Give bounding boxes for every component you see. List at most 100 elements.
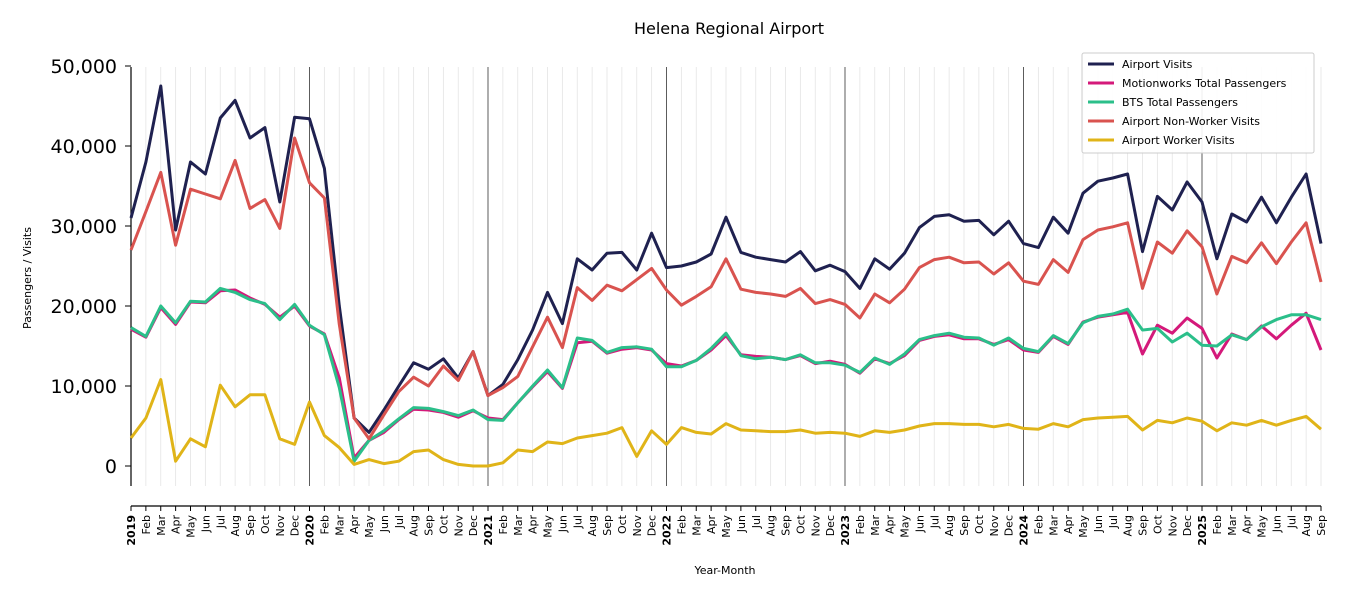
y-tick-label: 50,000 [51, 56, 117, 78]
x-tick-label: Jun [199, 515, 212, 533]
x-tick-label: Aug [1300, 515, 1313, 536]
x-tick-label: Mar [690, 515, 703, 536]
x-tick-label: Aug [229, 515, 242, 536]
x-tick-label: Oct [437, 514, 450, 534]
x-tick-label: Sep [1315, 515, 1328, 536]
x-tick-label: Sep [244, 515, 257, 536]
series-line-airport-visits [129, 84, 1323, 434]
x-tick-label: Sep [423, 515, 436, 536]
x-tick-label: Feb [1211, 515, 1224, 534]
gridlines [145, 67, 1322, 486]
x-tick-label: Mar [1226, 515, 1239, 536]
x-tick-label: Apr [1241, 515, 1254, 535]
series-line-bts-total-passengers [130, 286, 1322, 463]
series-lines [129, 84, 1323, 468]
x-tick-label: Nov [988, 515, 1001, 537]
y-axis-label: Passengers / Visits [21, 227, 34, 329]
x-tick-label: 2021 [482, 515, 495, 546]
x-tick-label: Dec [467, 515, 480, 536]
x-tick-label: Oct [973, 514, 986, 534]
x-tick-label: Mar [155, 515, 168, 536]
y-tick-label: 30,000 [51, 216, 117, 238]
x-tick-label: Mar [333, 515, 346, 536]
x-tick-label: Oct [259, 514, 272, 534]
x-tick-label: Jul [214, 515, 227, 529]
y-tick-label: 40,000 [51, 136, 117, 158]
x-tick-label: May [1077, 515, 1090, 538]
x-tick-label: Jun [735, 515, 748, 533]
series-line-airport-worker-visits [129, 378, 1322, 468]
x-tick-label: May [720, 515, 733, 538]
x-tick-label: Nov [809, 515, 822, 537]
x-tick-label: Jul [571, 515, 584, 529]
x-tick-label: Oct [616, 514, 629, 534]
x-tick-label: Oct [1151, 514, 1164, 534]
x-tick-label: 2022 [661, 515, 674, 546]
x-tick-label: Mar [1047, 515, 1060, 536]
x-tick-label: Jul [928, 515, 941, 529]
x-tick-label: May [185, 515, 198, 538]
x-tick-label: Jun [1092, 515, 1105, 533]
x-tick-label: Jun [913, 515, 926, 533]
x-tick-label: Aug [408, 515, 421, 536]
x-tick-label: Apr [527, 515, 540, 535]
x-tick-label: Jun [378, 515, 391, 533]
x-axis-label: Year-Month [693, 564, 755, 577]
x-tick-label: Jul [1107, 515, 1120, 529]
x-tick-label: 2019 [125, 515, 138, 546]
legend-label: BTS Total Passengers [1122, 96, 1238, 109]
x-tick-label: May [363, 515, 376, 538]
x-tick-label: Dec [289, 515, 302, 536]
x-tick-label: Jul [393, 515, 406, 529]
x-tick-label: 2024 [1018, 515, 1031, 546]
x-tick-label: Mar [869, 515, 882, 536]
x-tick-label: Aug [586, 515, 599, 536]
x-tick-label: Apr [1062, 515, 1075, 535]
x-tick-label: Sep [958, 515, 971, 536]
x-tick-label: Dec [646, 515, 659, 536]
x-tick-label: Dec [1003, 515, 1016, 536]
x-tick-label: Apr [348, 515, 361, 535]
x-tick-label: Dec [824, 515, 837, 536]
x-tick-label: Feb [140, 515, 153, 534]
x-tick-label: Feb [1032, 515, 1045, 534]
x-tick-label: May [542, 515, 555, 538]
series-line-airport-non-worker-visits [129, 136, 1323, 441]
x-tick-label: Oct [794, 514, 807, 534]
x-tick-label: Sep [1137, 515, 1150, 536]
x-tick-label: Apr [705, 515, 718, 535]
x-tick-label: May [899, 515, 912, 538]
x-tick-label: Apr [884, 515, 897, 535]
x-tick-label: Feb [497, 515, 510, 534]
x-tick-label: Nov [452, 515, 465, 537]
x-tick-label: Mar [512, 515, 525, 536]
x-tick-label: Feb [675, 515, 688, 534]
x-tick-label: 2023 [839, 515, 852, 546]
y-tick-label: 20,000 [51, 296, 117, 318]
x-tick-label: Jul [1285, 515, 1298, 529]
legend-box [1081, 52, 1315, 154]
x-tick-label: May [1256, 515, 1269, 538]
x-tick-label: Aug [765, 515, 778, 536]
y-tick-label: 10,000 [51, 376, 117, 398]
x-tick-label: 2025 [1196, 515, 1209, 546]
x-tick-label: Sep [601, 515, 614, 536]
x-tick-label: Apr [170, 515, 183, 535]
x-tick-label: Dec [1181, 515, 1194, 536]
x-tick-label: Jun [556, 515, 569, 533]
x-tick-label: Feb [318, 515, 331, 534]
x-tick-label: Nov [631, 515, 644, 537]
x-tick-label: Sep [780, 515, 793, 536]
x-tick-label: Aug [1122, 515, 1135, 536]
x-tick-label: Jul [750, 515, 763, 529]
y-tick-label: 0 [105, 456, 117, 478]
legend-label: Motionworks Total Passengers [1122, 77, 1287, 90]
x-tick-label: Feb [854, 515, 867, 534]
legend-label: Airport Visits [1122, 58, 1193, 71]
legend: Airport Visits Motionworks Total Passenge… [1081, 52, 1315, 154]
chart-title: Helena Regional Airport [634, 19, 824, 38]
x-tick-label: Jun [1270, 515, 1283, 533]
x-tick-label: Aug [943, 515, 956, 536]
